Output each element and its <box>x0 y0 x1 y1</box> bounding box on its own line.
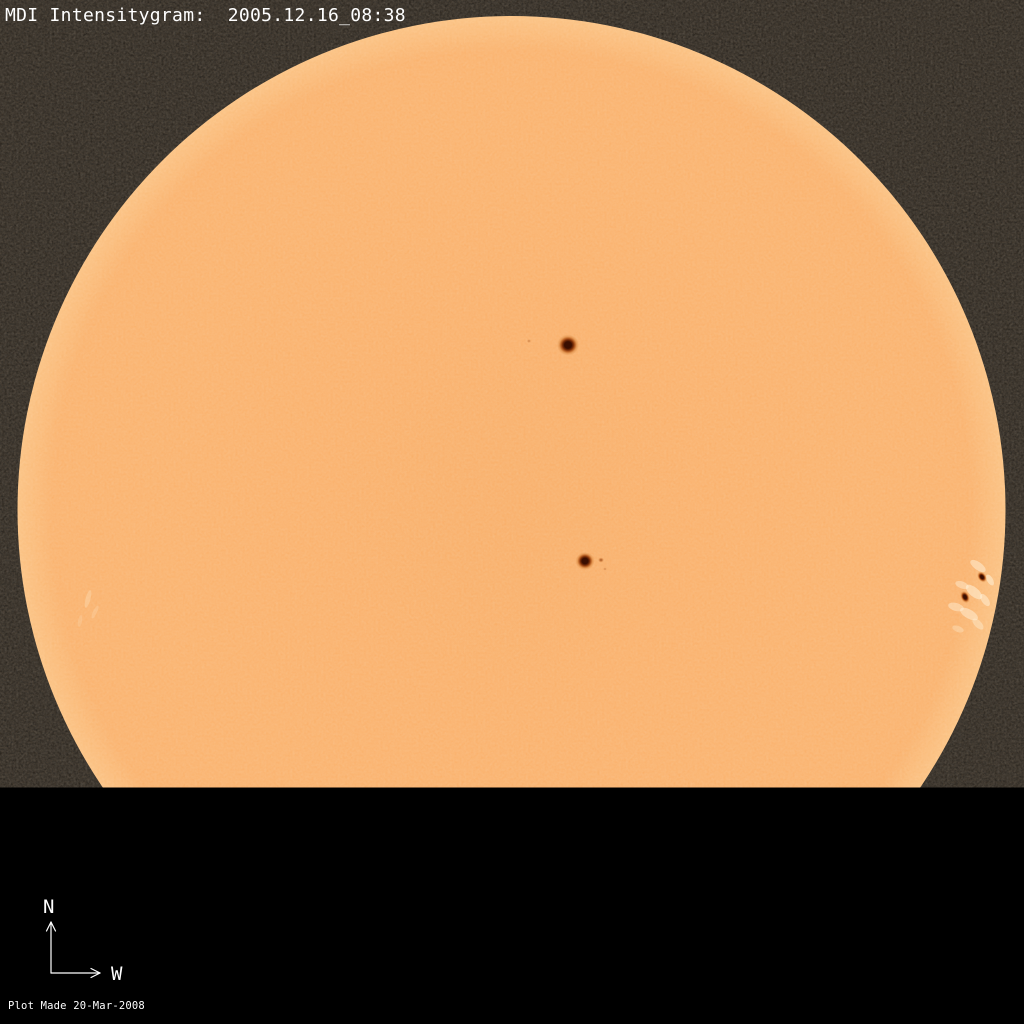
facula-patch <box>970 559 986 573</box>
sunspots-layer <box>526 334 987 604</box>
north-arrowhead <box>45 921 52 932</box>
faculae-layer <box>77 559 994 633</box>
facula-patch <box>980 593 990 607</box>
facula-patch <box>965 584 983 600</box>
central-sunspot-lower <box>575 552 595 570</box>
faint-pore-below-lower-spot <box>603 567 607 571</box>
facula-patch <box>952 625 964 633</box>
facula-patch <box>986 574 994 586</box>
facula-patch <box>960 607 978 621</box>
north-arrowhead <box>50 921 57 932</box>
plot-made-label: Plot Made 20-Mar-2008 <box>8 1000 145 1012</box>
limb-sunspot-lower <box>960 590 970 604</box>
granulation-texture-dark <box>17 16 1006 788</box>
west-arrowhead <box>90 972 101 979</box>
facula-patch <box>77 615 83 627</box>
pore-right-of-lower-spot <box>598 557 604 563</box>
facula-patch <box>955 580 969 590</box>
compass-west-label: W <box>111 963 123 985</box>
compass: N W <box>43 896 123 985</box>
image-title: MDI Intensitygram: 2005.12.16_08:38 <box>5 5 406 26</box>
central-sunspot-upper <box>557 334 579 356</box>
facula-patch <box>84 590 92 608</box>
compass-north-label: N <box>43 896 54 918</box>
faint-pore-left-of-upper-spot <box>526 339 532 343</box>
west-arrowhead <box>90 967 101 974</box>
facula-patch <box>948 602 964 612</box>
facula-patch <box>91 605 99 619</box>
limb-sunspot-upper <box>977 571 987 583</box>
facula-patch <box>972 618 984 630</box>
